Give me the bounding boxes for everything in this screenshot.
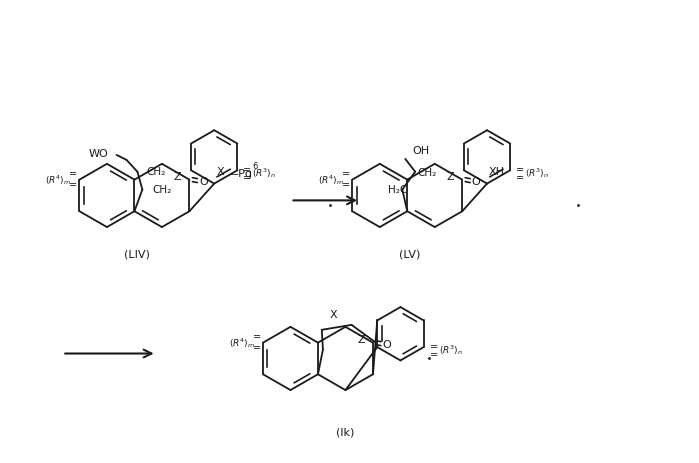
Text: $(R^3)_n$: $(R^3)_n$ [252,166,276,180]
Text: $(R^4)_m$: $(R^4)_m$ [229,336,255,350]
Text: CH₂: CH₂ [146,167,166,177]
Text: CH₂: CH₂ [152,185,171,194]
Text: (lk): (lk) [336,427,354,438]
Text: Z: Z [174,172,182,181]
Text: =: = [253,344,261,354]
Text: =: = [243,173,252,183]
Text: =: = [516,165,524,175]
Text: =: = [253,332,261,342]
Text: X: X [330,310,338,320]
Text: =: = [69,169,78,179]
Text: =: = [243,165,252,175]
Text: =: = [430,350,438,360]
Text: $(R^3)_n$: $(R^3)_n$ [438,343,463,357]
Text: OH: OH [412,146,429,156]
Text: X: X [216,167,224,177]
Text: $(R^4)_m$: $(R^4)_m$ [45,173,71,187]
Text: =: = [516,173,524,183]
Text: XH: XH [489,167,505,177]
Text: $(R^4)_m$: $(R^4)_m$ [318,173,345,187]
Text: =: = [342,169,350,179]
Text: Z: Z [447,172,454,181]
Text: O: O [472,176,480,187]
Text: $(R^3)_n$: $(R^3)_n$ [525,166,549,180]
Text: O: O [382,340,391,350]
Text: =: = [69,181,78,191]
Text: (LIV): (LIV) [124,250,150,260]
Text: O: O [199,176,208,187]
Text: CH₂: CH₂ [417,168,436,178]
Text: WO: WO [89,149,108,159]
Text: 6: 6 [252,163,257,171]
Text: Z: Z [357,335,365,344]
Text: H₂C: H₂C [389,185,408,194]
Text: =: = [342,181,350,191]
Text: (LV): (LV) [399,250,420,260]
Text: —Pg: —Pg [227,169,252,179]
Text: =: = [430,342,438,352]
